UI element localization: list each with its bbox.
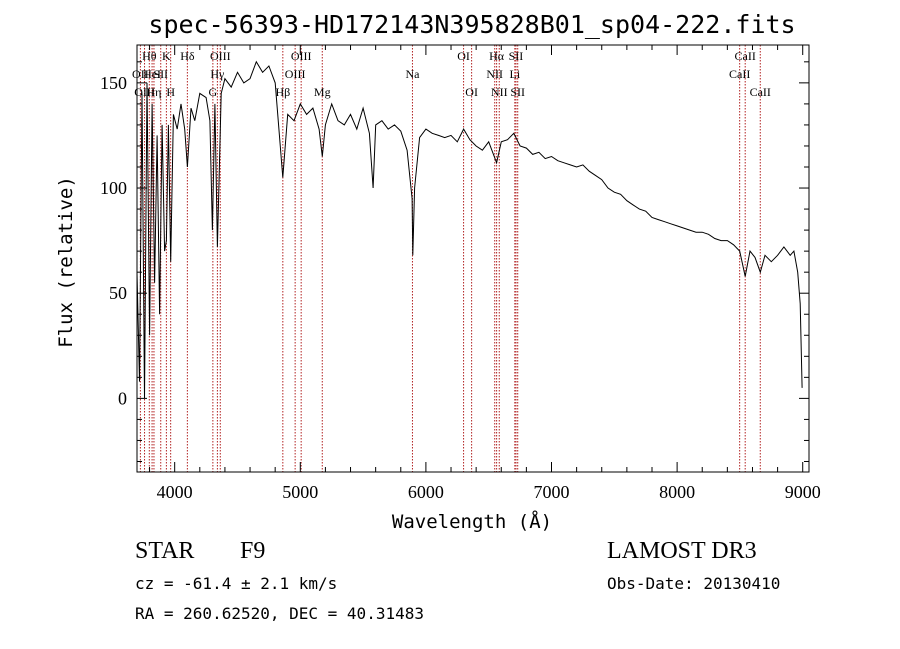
plot-frame xyxy=(136,44,810,473)
spectral-line-label: OIII xyxy=(291,49,312,63)
spectral-line-label: Na xyxy=(405,67,420,81)
spectral-line-label: OIII xyxy=(210,49,231,63)
spectral-line-label: Mg xyxy=(314,85,331,99)
spectral-line-label: G xyxy=(209,85,218,99)
y-tick-label: 50 xyxy=(109,283,127,303)
spectral-line-label: SII xyxy=(510,85,525,99)
object-class: STAR xyxy=(135,538,195,564)
axes-layer: 4000 5000 6000 7000 8000 9000 0 50 100 150 xyxy=(100,45,821,502)
spectral-line-label: Hβ xyxy=(275,85,290,99)
spectral-lines-layer xyxy=(139,45,761,472)
spectral-line-label: CaII xyxy=(750,85,771,99)
spectral-line-label: NII xyxy=(491,85,508,99)
x-tick-label: 7000 xyxy=(534,482,570,502)
spectral-line-label: Li xyxy=(509,67,520,81)
spectral-line-label: OIII xyxy=(134,85,155,99)
x-axis-label: Wavelength (Å) xyxy=(392,510,552,533)
y-axis-label: Flux (relative) xyxy=(55,176,77,348)
y-tick-label: 150 xyxy=(100,73,127,93)
spectral-line-label: SII xyxy=(153,67,168,81)
spectral-line-label: HeI xyxy=(143,67,161,81)
x-tick-label: 6000 xyxy=(408,482,444,502)
spectral-line-label: NII xyxy=(486,67,503,81)
spectral-line-label: OII xyxy=(132,67,149,81)
coordinates-text: RA = 260.62520, DEC = 40.31483 xyxy=(135,604,424,623)
obs-date: Obs-Date: 20130410 xyxy=(607,574,781,593)
spectral-line-label: H xyxy=(166,85,175,99)
spectral-line-label: Hθ xyxy=(142,49,157,63)
spectrum-line xyxy=(136,60,803,399)
y-tick-label: 100 xyxy=(100,178,127,198)
spectral-line-label: OI xyxy=(457,49,470,63)
spectral-line-label: OI xyxy=(465,85,478,99)
subclass: F9 xyxy=(240,538,266,564)
x-tick-label: 8000 xyxy=(659,482,695,502)
y-tick-label: 0 xyxy=(118,388,127,408)
spectral-line-label: Hη xyxy=(146,85,161,99)
series-layer xyxy=(136,60,803,399)
chart-title: spec-56393-HD172143N395828B01_sp04-222.f… xyxy=(148,10,795,39)
redshift-text: cz = -61.4 ± 2.1 km/s xyxy=(135,574,338,593)
survey-name: LAMOST DR3 xyxy=(607,538,757,564)
spectral-line-label: CaII xyxy=(735,49,756,63)
x-tick-label: 9000 xyxy=(785,482,821,502)
x-tick-label: 5000 xyxy=(282,482,318,502)
spectral-line-label: OIII xyxy=(285,67,306,81)
x-tick-label: 4000 xyxy=(157,482,193,502)
spectral-line-label: Hδ xyxy=(180,49,195,63)
spectral-line-label: CaII xyxy=(729,67,750,81)
spectral-line-label: Hα xyxy=(489,49,505,63)
spectral-line-label: Hγ xyxy=(210,67,225,81)
spectral-line-label: K xyxy=(162,49,171,63)
spectral-line-label: SII xyxy=(509,49,524,63)
